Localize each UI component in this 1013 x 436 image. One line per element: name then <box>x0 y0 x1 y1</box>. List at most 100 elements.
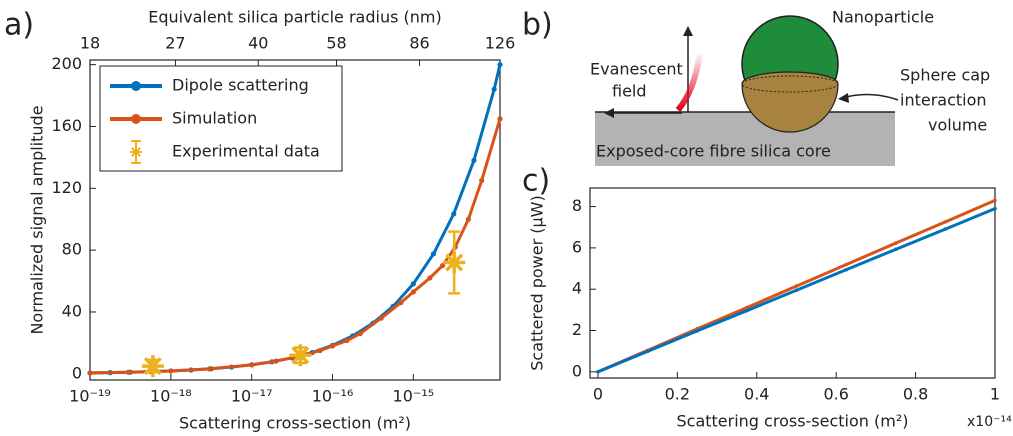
data-point <box>344 337 350 344</box>
y-tick-label: 160 <box>51 116 82 135</box>
evanescent-label: field <box>612 82 647 101</box>
x2-tick-label: 86 <box>409 34 429 53</box>
nanoparticle-label: Nanoparticle <box>832 8 934 27</box>
data-point <box>451 211 457 217</box>
data-point <box>289 344 312 367</box>
data-point <box>596 370 600 374</box>
data-point <box>443 251 466 274</box>
arrow-head <box>838 93 849 103</box>
y-tick-label: 0 <box>72 363 82 382</box>
panel-label: a) <box>4 8 34 43</box>
legend-swatch <box>130 146 142 158</box>
sphere-cap-label: interaction <box>900 91 987 110</box>
evanescent-field <box>675 51 703 112</box>
data-point <box>465 216 472 222</box>
data-point <box>427 275 433 281</box>
data-point <box>745 305 749 310</box>
data-point <box>943 220 948 224</box>
legend-label: Experimental data <box>172 142 320 161</box>
data-point <box>378 315 384 321</box>
data-point <box>794 284 799 288</box>
data-point <box>398 300 404 306</box>
y-tick-label: 6 <box>572 237 582 256</box>
data-point <box>943 227 948 231</box>
data-point <box>249 362 255 368</box>
arrow-head <box>683 26 693 36</box>
data-point <box>497 116 503 122</box>
data-point <box>993 198 997 203</box>
data-point <box>695 329 700 333</box>
data-point <box>893 241 898 245</box>
evanescent-label: Evanescent <box>590 60 683 79</box>
data-point <box>430 251 437 257</box>
data-point <box>844 262 848 267</box>
plot-frame <box>89 59 501 381</box>
x2-tick-label: 40 <box>248 34 268 53</box>
x-tick-label: 1 <box>990 385 1000 404</box>
data-point <box>491 86 497 92</box>
data-point <box>794 288 799 293</box>
x2-tick-label: 126 <box>485 34 516 53</box>
sphere-cap-label: Sphere cap <box>900 66 990 85</box>
diagram: Exposed-core fibre silica core Evanescen… <box>590 8 990 166</box>
data-point <box>497 62 503 68</box>
data-point <box>87 370 93 376</box>
sphere-cap-label: volume <box>928 116 987 135</box>
x-multiplier: x10⁻¹⁴ <box>967 414 1012 430</box>
data-point <box>993 206 997 211</box>
y-axis-title: Normalized signal amplitude <box>28 105 47 334</box>
y-tick-label: 120 <box>51 178 82 197</box>
cap-outline <box>741 75 839 93</box>
x2-tick-label: 18 <box>80 34 100 53</box>
data-point <box>141 355 164 378</box>
data-point <box>125 369 132 375</box>
data-point <box>893 247 898 252</box>
x-axis-title: Scattering cross-section (m²) <box>676 412 908 431</box>
panel-label: b) <box>522 8 553 43</box>
data-point <box>357 331 363 337</box>
x-tick-label: 0.2 <box>665 385 690 404</box>
x-tick-label: 0.8 <box>903 385 928 404</box>
legend-label: Simulation <box>172 109 257 128</box>
data-point <box>206 366 213 372</box>
y-tick-label: 200 <box>51 54 82 73</box>
y-tick-label: 8 <box>572 196 582 215</box>
x-tick-label: 10⁻¹⁷ <box>231 387 273 406</box>
x-tick-label: 0 <box>593 385 603 404</box>
arrow-head <box>604 108 614 118</box>
legend-label: Dipole scattering <box>172 76 309 95</box>
data-point <box>168 368 174 374</box>
legend-swatch <box>131 81 141 91</box>
data-point <box>439 263 446 269</box>
y-tick-label: 40 <box>62 301 82 320</box>
fibre-core <box>595 112 895 166</box>
plot-frame <box>589 187 996 379</box>
x-tick-label: 10⁻¹⁶ <box>312 387 354 406</box>
x-tick-label: 10⁻¹⁵ <box>393 387 435 406</box>
data-point <box>645 349 650 354</box>
x2-tick-label: 27 <box>165 34 185 53</box>
legend-swatch <box>131 114 141 124</box>
x2-axis-title: Equivalent silica particle radius (nm) <box>148 8 441 27</box>
pointer <box>841 93 899 101</box>
data-point <box>479 177 485 184</box>
data-point <box>273 358 279 364</box>
x-tick-label: 10⁻¹⁸ <box>150 387 192 406</box>
data-point <box>329 343 336 349</box>
data-point <box>745 308 749 313</box>
y-axis-title: Scattered power (μW) <box>528 195 547 370</box>
y-tick-label: 80 <box>62 240 82 259</box>
x-tick-label: 10⁻¹⁹ <box>69 387 111 406</box>
data-point <box>471 157 477 163</box>
data-point <box>410 289 416 295</box>
panel-label: c) <box>522 164 550 199</box>
y-tick-label: 0 <box>572 361 582 380</box>
x-tick-label: 0.6 <box>823 385 848 404</box>
x-tick-label: 0.4 <box>744 385 769 404</box>
data-point <box>844 267 848 272</box>
data-point <box>410 281 416 287</box>
y-tick-label: 4 <box>572 279 582 298</box>
x-axis-title: Scattering cross-section (m²) <box>179 414 411 433</box>
data-point <box>317 348 323 354</box>
